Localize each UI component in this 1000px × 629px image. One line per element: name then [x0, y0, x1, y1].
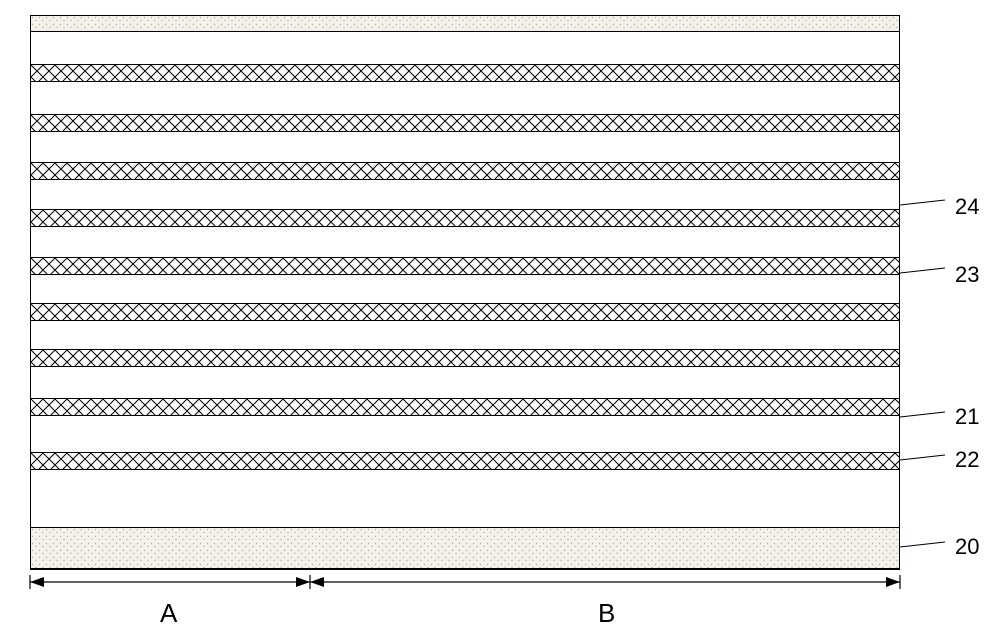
dimension-label-a: A — [160, 598, 177, 629]
ref-label-22: 22 — [955, 447, 979, 473]
ref-label-23: 23 — [955, 262, 979, 288]
ref-label-20: 20 — [955, 534, 979, 560]
dimension-lines — [0, 0, 1000, 625]
ref-label-21: 21 — [955, 404, 979, 430]
dimension-label-b: B — [598, 598, 615, 629]
ref-label-24: 24 — [955, 194, 979, 220]
